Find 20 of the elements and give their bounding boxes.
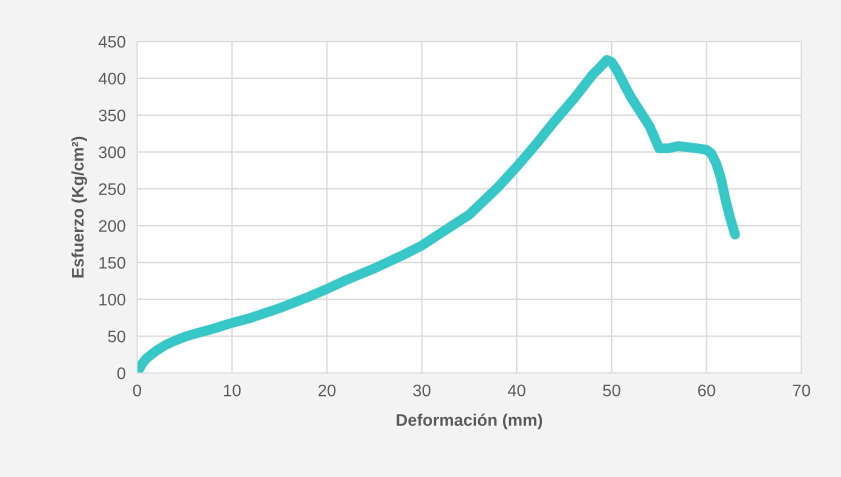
y-tick-label: 50 xyxy=(108,330,126,342)
y-tick-label: 0 xyxy=(117,367,126,380)
y-tick-label: 200 xyxy=(99,220,126,232)
y-tick-label: 400 xyxy=(98,72,126,85)
x-tick-label: 20 xyxy=(318,384,336,396)
x-tick-label: 50 xyxy=(603,384,620,396)
x-tick-label: 30 xyxy=(413,384,430,396)
y-tick-label: 300 xyxy=(98,146,126,158)
y-axis-title: Esfuerzo (Kg/cm²) xyxy=(71,136,88,278)
y-tick-label: 350 xyxy=(98,110,126,122)
x-tick-label: 60 xyxy=(698,384,716,396)
y-tick-label: 150 xyxy=(99,256,126,269)
y-tick-label: 250 xyxy=(99,183,126,196)
x-axis-title: Deformación (mm) xyxy=(396,414,542,430)
x-tick-label: 10 xyxy=(224,384,241,396)
x-tick-label: 40 xyxy=(508,384,526,396)
x-tick-label: 0 xyxy=(133,384,142,396)
y-tick-label: 100 xyxy=(99,294,126,306)
y-tick-label: 450 xyxy=(98,36,126,48)
x-tick-label: 70 xyxy=(793,384,810,396)
